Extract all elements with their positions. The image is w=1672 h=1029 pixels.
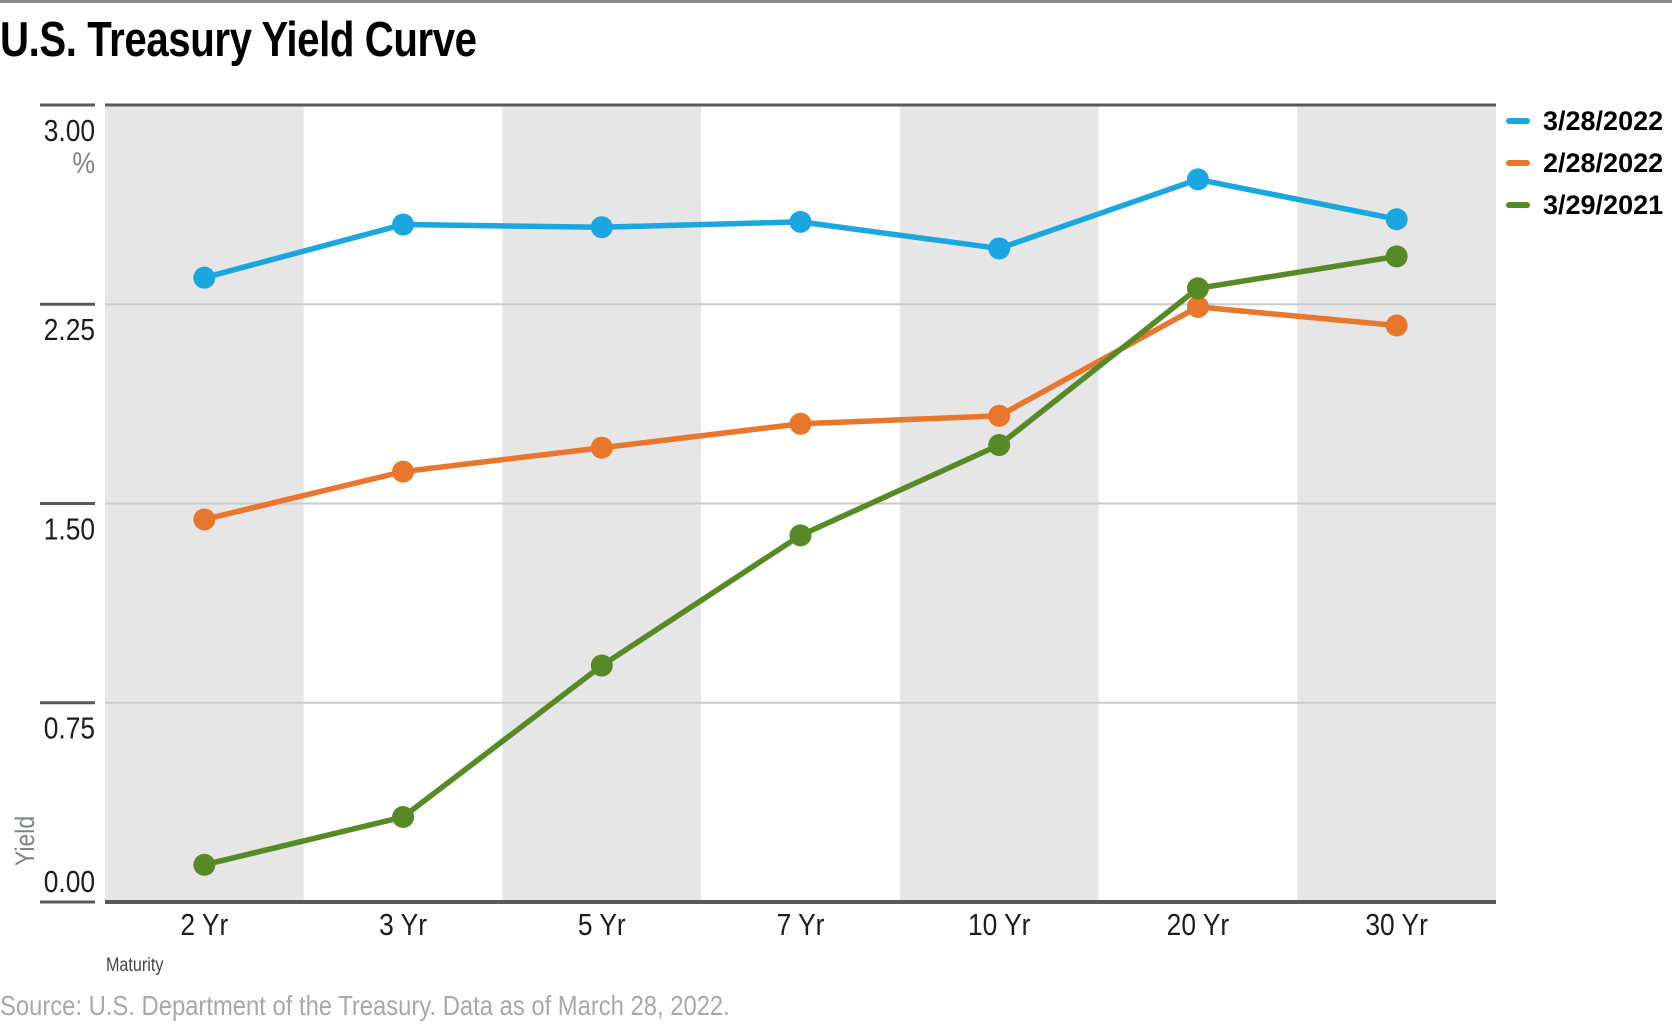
data-point	[789, 524, 812, 547]
x-tick-label: 30 Yr	[1365, 908, 1428, 942]
legend: 3/28/2022 2/28/2022 3/29/2021	[1506, 100, 1663, 226]
data-series	[193, 168, 1408, 876]
data-point	[590, 216, 613, 239]
legend-item: 2/28/2022	[1506, 142, 1663, 184]
data-point	[590, 436, 613, 459]
data-point	[590, 654, 613, 677]
legend-item: 3/28/2022	[1506, 100, 1663, 142]
legend-swatch	[1506, 160, 1530, 166]
chart-title: U.S. Treasury Yield Curve	[0, 13, 477, 67]
data-point	[789, 210, 812, 233]
y-tick-label: 1.50	[44, 513, 95, 547]
y-tick-label: 2.25	[44, 313, 95, 347]
data-point	[988, 404, 1011, 427]
source-note: Source: U.S. Department of the Treasury.…	[0, 990, 730, 1021]
x-tick-label: 3 Yr	[379, 908, 427, 942]
data-point	[193, 853, 216, 876]
x-tick-label: 2 Yr	[180, 908, 228, 942]
y-tick-label: 0.00	[44, 865, 95, 899]
data-point	[988, 237, 1011, 260]
data-point	[1385, 208, 1408, 231]
data-point	[1186, 295, 1209, 318]
legend-label: 2/28/2022	[1543, 147, 1664, 178]
data-point	[392, 805, 415, 828]
data-point	[1186, 168, 1209, 191]
gridlines-and-ticks	[40, 103, 1496, 904]
data-point	[193, 508, 216, 531]
data-point	[1186, 277, 1209, 300]
y-tick-label: 0.75	[44, 712, 95, 746]
legend-item: 3/29/2021	[1506, 184, 1663, 226]
x-axis-labels: 2 Yr 3 Yr 5 Yr 7 Yr 10 Yr 20 Yr 30 Yr	[180, 908, 1428, 942]
legend-label: 3/29/2021	[1543, 189, 1664, 220]
y-axis-labels: % Maturity 3.00 2.25 1.50 0.75 0.00	[44, 114, 164, 975]
data-point	[193, 266, 216, 289]
legend-swatch	[1506, 202, 1530, 208]
y-axis-unit: %	[72, 146, 95, 179]
x-axis-title: Maturity	[106, 954, 164, 976]
legend-swatch	[1506, 118, 1530, 124]
x-tick-label: 10 Yr	[968, 908, 1031, 942]
data-point	[1385, 245, 1408, 268]
data-point	[392, 213, 415, 236]
y-axis-title: Yield	[10, 816, 40, 866]
data-point	[392, 460, 415, 483]
data-point	[1385, 314, 1408, 337]
legend-label: 3/28/2022	[1543, 105, 1664, 136]
y-tick-label: 3.00	[44, 114, 95, 148]
data-point	[988, 434, 1011, 457]
x-tick-label: 7 Yr	[777, 908, 825, 942]
series-line	[201, 253, 1400, 868]
x-tick-label: 20 Yr	[1167, 908, 1230, 942]
x-tick-label: 5 Yr	[578, 908, 626, 942]
top-rule	[0, 0, 1672, 3]
data-point	[789, 412, 812, 435]
